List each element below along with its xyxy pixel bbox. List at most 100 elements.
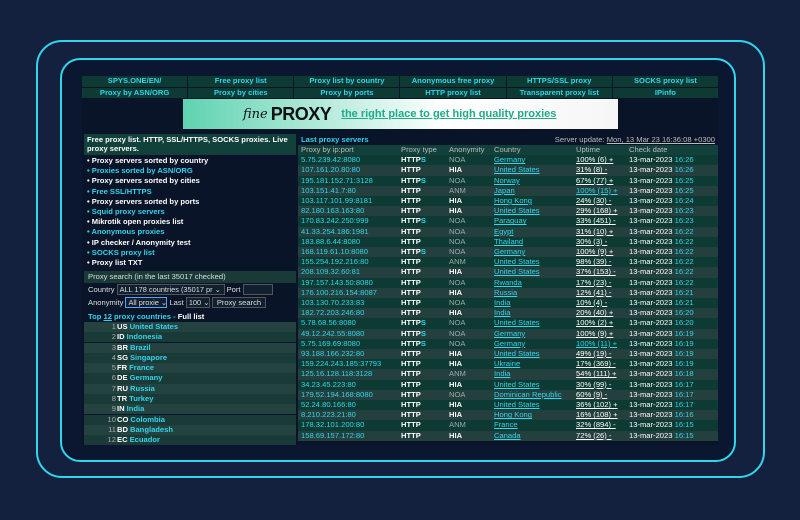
- uptime-link[interactable]: 98% (39) -: [576, 257, 612, 267]
- proxy-ip-port[interactable]: 176.100.216.154:8087: [298, 287, 398, 299]
- country-link[interactable]: Turkey: [129, 394, 154, 404]
- uptime-link[interactable]: 12% (41) -: [576, 287, 612, 297]
- proxy-ip-port[interactable]: 195.181.152.71:3128: [298, 175, 398, 186]
- fineproxy-banner[interactable]: fine PROXY the right place to get high q…: [183, 99, 618, 129]
- nav-link[interactable]: Anonymous free proxy: [400, 76, 506, 87]
- proxy-ip-port[interactable]: 41.33.254.186:1981: [298, 226, 398, 237]
- country-link[interactable]: Germany: [494, 247, 526, 257]
- country-link[interactable]: United States: [494, 206, 540, 216]
- proxy-search-button[interactable]: Proxy search: [211, 297, 267, 309]
- nav-link[interactable]: HTTPS/SSL proxy: [506, 76, 612, 87]
- uptime-link[interactable]: 29% (168) +: [576, 206, 618, 216]
- proxy-ip-port[interactable]: 93.188.166.232:80: [298, 349, 398, 360]
- country-link[interactable]: Ecuador: [129, 435, 160, 445]
- uptime-link[interactable]: 32% (894) -: [576, 420, 616, 430]
- sidebar-menu-item[interactable]: • Anonymous proxies: [87, 227, 165, 237]
- proxy-ip-port[interactable]: 159.224.243.185:37793: [298, 359, 398, 370]
- country-link[interactable]: Germany: [494, 338, 526, 348]
- proxy-ip-port[interactable]: 208.109.32.60:81: [298, 267, 398, 278]
- uptime-link[interactable]: 100% (2) +: [576, 318, 614, 328]
- proxy-ip-port[interactable]: 178.32.101.200:80: [298, 420, 398, 431]
- country-link[interactable]: Singapore: [129, 352, 168, 362]
- uptime-link[interactable]: 20% (40) +: [576, 308, 614, 318]
- uptime-link[interactable]: 100% (11) +: [576, 338, 618, 348]
- uptime-link[interactable]: 30% (3) -: [576, 236, 608, 246]
- country-link[interactable]: United States: [494, 349, 540, 359]
- country-link[interactable]: India: [494, 369, 511, 379]
- proxy-ip-port[interactable]: 52.24.80.166:80: [298, 400, 398, 411]
- country-link[interactable]: France: [494, 420, 518, 430]
- proxy-ip-port[interactable]: 103.117.101.99:8181: [298, 196, 398, 207]
- uptime-link[interactable]: 17% (23) -: [576, 277, 612, 287]
- server-update-value[interactable]: Mon, 13 Mar 23 16:36:08 +0300: [606, 135, 715, 144]
- banner-tagline[interactable]: the right place to get high quality prox…: [341, 108, 557, 120]
- country-link[interactable]: United States: [494, 257, 540, 267]
- proxy-ip-port[interactable]: 5.78.68.56:8080: [298, 318, 398, 329]
- full-list-link[interactable]: Full list: [177, 312, 205, 322]
- country-link[interactable]: Thailand: [494, 236, 524, 246]
- country-link[interactable]: Russia: [494, 287, 518, 297]
- country-select[interactable]: ALL 178 countries (35017 pr ⌄: [116, 284, 225, 296]
- country-link[interactable]: India: [126, 404, 145, 414]
- uptime-link[interactable]: 30% (99) -: [576, 379, 612, 389]
- country-link[interactable]: Canada: [494, 430, 521, 440]
- country-link[interactable]: Hong Kong: [494, 196, 532, 206]
- country-link[interactable]: Paraguay: [494, 216, 527, 226]
- proxy-ip-port[interactable]: 158.69.157.172:80: [298, 430, 398, 441]
- uptime-link[interactable]: 100% (9) +: [576, 247, 614, 257]
- uptime-link[interactable]: 33% (451) -: [576, 216, 616, 226]
- uptime-link[interactable]: 17% (369) -: [576, 359, 616, 369]
- uptime-link[interactable]: 31% (10) +: [576, 226, 614, 236]
- country-link[interactable]: Rwanda: [494, 277, 522, 287]
- sidebar-menu-item[interactable]: • Squid proxy servers: [87, 206, 165, 216]
- uptime-link[interactable]: 100% (9) +: [576, 328, 614, 338]
- country-link[interactable]: Colombia: [130, 414, 165, 424]
- country-link[interactable]: Brazil: [129, 342, 151, 352]
- last-select[interactable]: 100 ⌄: [185, 297, 210, 309]
- nav-link[interactable]: IPinfo: [612, 87, 718, 98]
- nav-link[interactable]: SPYS.ONE/EN/: [82, 76, 188, 87]
- country-link[interactable]: United States: [494, 318, 540, 328]
- country-link[interactable]: India: [494, 298, 511, 308]
- nav-link[interactable]: HTTP proxy list: [400, 87, 506, 98]
- nav-link[interactable]: Proxy by ASN/ORG: [82, 87, 188, 98]
- nav-link[interactable]: Proxy by ports: [294, 87, 400, 98]
- country-link[interactable]: Bangladesh: [129, 424, 174, 434]
- country-link[interactable]: France: [129, 363, 155, 373]
- country-link[interactable]: United States: [494, 165, 540, 175]
- country-link[interactable]: Germany: [129, 373, 163, 383]
- proxy-ip-port[interactable]: 179.52.194.168:8080: [298, 389, 398, 401]
- uptime-link[interactable]: 24% (30) -: [576, 196, 612, 206]
- country-link[interactable]: India: [494, 308, 511, 318]
- anonymity-select[interactable]: All proxie ⌄: [125, 297, 168, 309]
- proxy-ip-port[interactable]: 103.130.70.233:83: [298, 298, 398, 309]
- country-link[interactable]: United States: [494, 379, 540, 389]
- proxy-ip-port[interactable]: 107.161.20.80:80: [298, 165, 398, 176]
- sidebar-menu-item[interactable]: • Proxy servers sorted by country: [87, 156, 209, 165]
- proxy-ip-port[interactable]: 82.180.163.163:80: [298, 206, 398, 217]
- uptime-link[interactable]: 37% (153) -: [576, 267, 616, 277]
- uptime-link[interactable]: 49% (19) -: [576, 349, 612, 359]
- sidebar-menu-item[interactable]: • Free SSL/HTTPS: [87, 186, 152, 196]
- country-link[interactable]: Dominican Republic: [494, 389, 562, 399]
- country-link[interactable]: Germany: [494, 155, 526, 165]
- proxy-ip-port[interactable]: 155.254.192.216:80: [298, 257, 398, 268]
- proxy-ip-port[interactable]: 5.75.169.69:8080: [298, 338, 398, 350]
- country-link[interactable]: Ukraine: [494, 359, 521, 369]
- uptime-link[interactable]: 72% (26) -: [576, 430, 612, 440]
- country-link[interactable]: United States: [494, 400, 540, 410]
- proxy-ip-port[interactable]: 34.23.45.223:80: [298, 379, 398, 390]
- uptime-link[interactable]: 10% (4) -: [576, 298, 608, 308]
- nav-link[interactable]: Free proxy list: [188, 76, 294, 87]
- proxy-ip-port[interactable]: 182.72.203.246:80: [298, 308, 398, 319]
- top-count-link[interactable]: 12: [103, 312, 112, 322]
- sidebar-menu-item[interactable]: • Proxy servers sorted by ports: [87, 196, 200, 206]
- country-link[interactable]: Hong Kong: [494, 410, 532, 420]
- uptime-link[interactable]: 100% (6) +: [576, 155, 614, 165]
- country-link[interactable]: Germany: [494, 328, 526, 338]
- uptime-link[interactable]: 16% (108) +: [576, 410, 618, 420]
- nav-link[interactable]: Proxy by cities: [188, 87, 294, 98]
- proxy-ip-port[interactable]: 170.83.242.250:999: [298, 216, 398, 227]
- sidebar-menu-item[interactable]: • Proxy list TXT: [87, 257, 143, 267]
- port-input[interactable]: [242, 284, 273, 296]
